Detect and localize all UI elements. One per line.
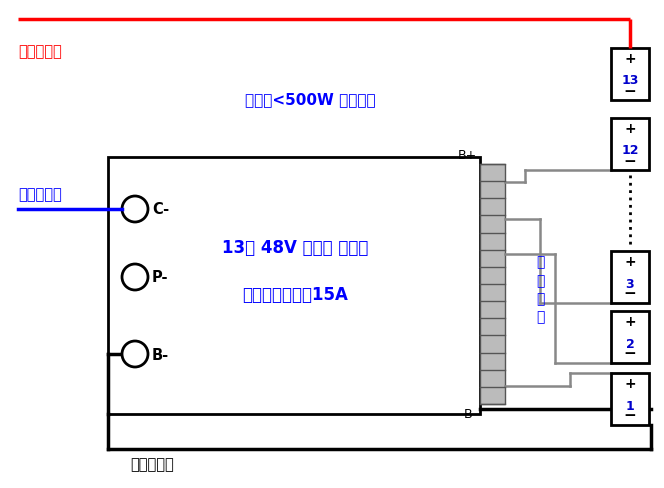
Text: B-: B- (464, 407, 477, 420)
Text: −: − (623, 83, 636, 98)
Text: 13: 13 (622, 74, 639, 87)
Bar (108, 158, 480, 414)
Text: 充放电（同口）15A: 充放电（同口）15A (242, 285, 348, 304)
Text: +: + (624, 52, 636, 66)
Text: +: + (624, 254, 636, 268)
Text: C-: C- (152, 202, 169, 217)
Text: 3: 3 (625, 277, 634, 290)
Text: 依
次
顺
序: 依 次 顺 序 (536, 255, 544, 324)
Bar (611, 119, 649, 171)
Text: B+: B+ (457, 149, 477, 162)
Text: 电池组负极: 电池组负极 (130, 457, 174, 471)
Bar (611, 373, 649, 425)
Circle shape (122, 264, 148, 290)
Text: 充放电正极: 充放电正极 (18, 44, 62, 60)
Text: +: + (624, 122, 636, 136)
Bar (611, 311, 649, 363)
Text: 13串 48V 锂电池 保护板: 13串 48V 锂电池 保护板 (222, 239, 368, 257)
Circle shape (122, 197, 148, 223)
Bar (480, 164, 505, 404)
Text: −: − (623, 346, 636, 361)
Text: B-: B- (152, 347, 169, 362)
Text: −: − (623, 407, 636, 423)
Text: 1: 1 (625, 399, 634, 412)
Circle shape (122, 341, 148, 367)
Text: +: + (624, 314, 636, 328)
Text: 充放电负极: 充放电负极 (18, 187, 62, 202)
Text: −: − (623, 153, 636, 168)
Text: −: − (623, 286, 636, 301)
Text: +: + (624, 376, 636, 390)
Bar (611, 49, 649, 101)
Text: P-: P- (152, 270, 169, 285)
Text: 12: 12 (622, 144, 639, 157)
Bar (611, 251, 649, 304)
Text: 适用于<500W 功率负载: 适用于<500W 功率负载 (245, 92, 375, 107)
Text: 2: 2 (625, 337, 634, 350)
